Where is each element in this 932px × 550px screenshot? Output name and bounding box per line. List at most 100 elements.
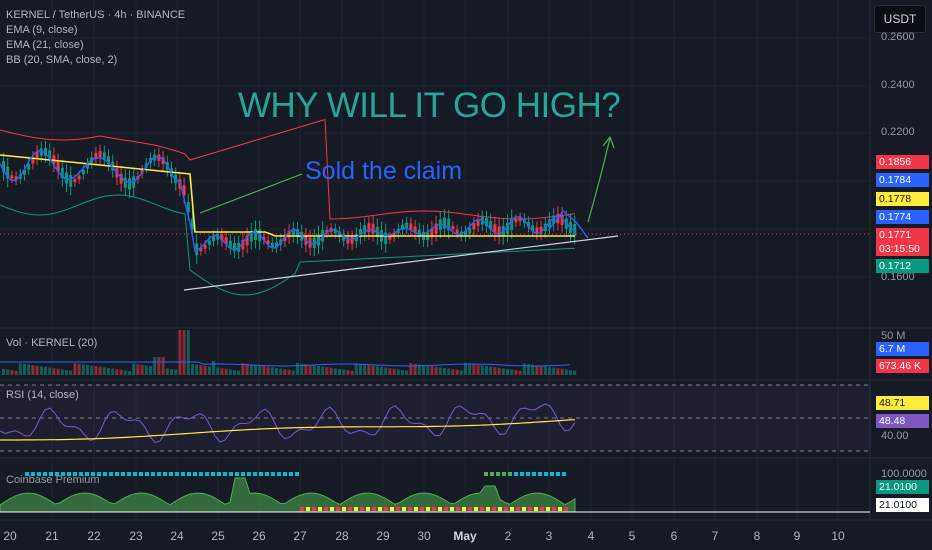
candle bbox=[10, 175, 14, 179]
premium-marker bbox=[121, 472, 125, 476]
volume-bar bbox=[350, 370, 354, 375]
premium-signal bbox=[432, 507, 436, 511]
premium-signal bbox=[384, 507, 388, 511]
premium-signal bbox=[462, 507, 466, 511]
candle bbox=[275, 242, 278, 248]
volume-bar bbox=[249, 364, 253, 375]
volume-bar bbox=[493, 367, 497, 375]
volume-bar bbox=[552, 367, 556, 375]
premium-signal bbox=[408, 507, 412, 511]
time-label: 7 bbox=[711, 529, 719, 543]
volume-bar bbox=[291, 370, 295, 375]
premium-signal bbox=[312, 507, 316, 511]
candle bbox=[497, 226, 501, 237]
volume-bar bbox=[60, 369, 64, 375]
candle bbox=[333, 228, 337, 234]
bb-legend[interactable]: BB (20, SMA, close, 2) bbox=[6, 54, 118, 66]
volume-bar bbox=[543, 366, 547, 375]
volume-bar bbox=[405, 370, 409, 375]
premium-marker bbox=[127, 472, 131, 476]
time-label: 2 bbox=[504, 529, 512, 543]
premium-signal bbox=[558, 507, 562, 511]
time-label: May bbox=[453, 529, 477, 543]
volume-legend[interactable]: Vol · KERNEL (20) bbox=[6, 337, 98, 349]
volume-bar bbox=[455, 369, 459, 375]
volume-bar bbox=[535, 365, 539, 375]
volume-bar bbox=[333, 368, 337, 375]
premium-marker bbox=[193, 472, 197, 476]
volume-bar bbox=[573, 370, 577, 375]
volume-bar bbox=[212, 361, 215, 375]
premium-marker bbox=[205, 472, 209, 476]
premium-signal bbox=[306, 507, 310, 511]
candle bbox=[552, 215, 556, 225]
ema9-legend[interactable]: EMA (9, close) bbox=[6, 24, 78, 36]
volume-bar bbox=[489, 366, 493, 375]
volume-bar bbox=[237, 370, 241, 375]
volume-bar bbox=[178, 330, 182, 375]
volume-bar bbox=[258, 365, 262, 375]
volume-bar bbox=[531, 364, 535, 375]
volume-bar bbox=[2, 369, 5, 375]
premium-marker bbox=[61, 472, 65, 476]
candle bbox=[573, 224, 577, 236]
premium-signal bbox=[528, 507, 532, 511]
currency-button[interactable]: USDT bbox=[874, 5, 926, 33]
bb-lower-line bbox=[0, 194, 576, 296]
premium-marker bbox=[145, 472, 149, 476]
premium-legend[interactable]: Coinbase Premium bbox=[6, 474, 100, 486]
rsi-legend[interactable]: RSI (14, close) bbox=[6, 389, 79, 401]
candle bbox=[447, 218, 451, 231]
candle bbox=[132, 176, 136, 188]
volume-bar bbox=[459, 370, 463, 375]
volume-bar bbox=[548, 367, 551, 375]
note-annotation[interactable]: Sold the claim bbox=[305, 157, 463, 185]
volume-bar bbox=[14, 370, 18, 375]
candle bbox=[245, 235, 249, 246]
volume-bar bbox=[338, 369, 341, 375]
premium-marker bbox=[157, 472, 161, 476]
premium-zero-tag: 21.0100 bbox=[876, 498, 929, 512]
ema21-legend[interactable]: EMA (21, close) bbox=[6, 39, 84, 51]
premium-signal bbox=[552, 507, 556, 511]
time-label: 10 bbox=[831, 529, 845, 543]
volume-bar bbox=[522, 363, 526, 375]
candle bbox=[191, 218, 194, 230]
headline-annotation[interactable]: WHY WILL IT GO HIGH? bbox=[238, 86, 621, 125]
volume-bar bbox=[438, 367, 442, 375]
candle bbox=[308, 237, 312, 248]
volume-bar bbox=[107, 368, 110, 375]
premium-marker bbox=[253, 472, 257, 476]
volume-bar bbox=[321, 366, 325, 375]
premium-signal bbox=[468, 507, 472, 511]
symbol-line[interactable]: KERNEL / TetherUS · 4h · BINANCE bbox=[6, 9, 186, 21]
rsi-ma-tag: 48.71 bbox=[876, 396, 929, 410]
premium-signal bbox=[522, 507, 526, 511]
volume-bar bbox=[451, 369, 455, 375]
premium-marker bbox=[139, 472, 143, 476]
ema9-tag: 0.1774 bbox=[876, 210, 929, 224]
volume-bar bbox=[510, 369, 514, 375]
premium-marker bbox=[538, 472, 542, 476]
volume-bar bbox=[23, 364, 26, 375]
premium-signal bbox=[330, 507, 334, 511]
volume-bar bbox=[308, 364, 312, 375]
projection-path bbox=[547, 209, 589, 239]
volume-bar bbox=[283, 369, 287, 375]
premium-marker bbox=[496, 472, 500, 476]
candle bbox=[233, 243, 236, 252]
arrow-head bbox=[602, 135, 615, 149]
volume-bar bbox=[430, 366, 434, 375]
premium-signal bbox=[564, 507, 568, 511]
volume-bar bbox=[191, 364, 194, 375]
volume-bar bbox=[102, 367, 106, 375]
volume-bar bbox=[220, 368, 224, 375]
candle bbox=[249, 231, 253, 242]
volume-bar bbox=[6, 369, 10, 375]
volume-bar bbox=[48, 367, 52, 375]
candle bbox=[371, 223, 375, 234]
premium-marker bbox=[49, 472, 53, 476]
premium-marker bbox=[271, 472, 275, 476]
candle bbox=[350, 236, 354, 244]
